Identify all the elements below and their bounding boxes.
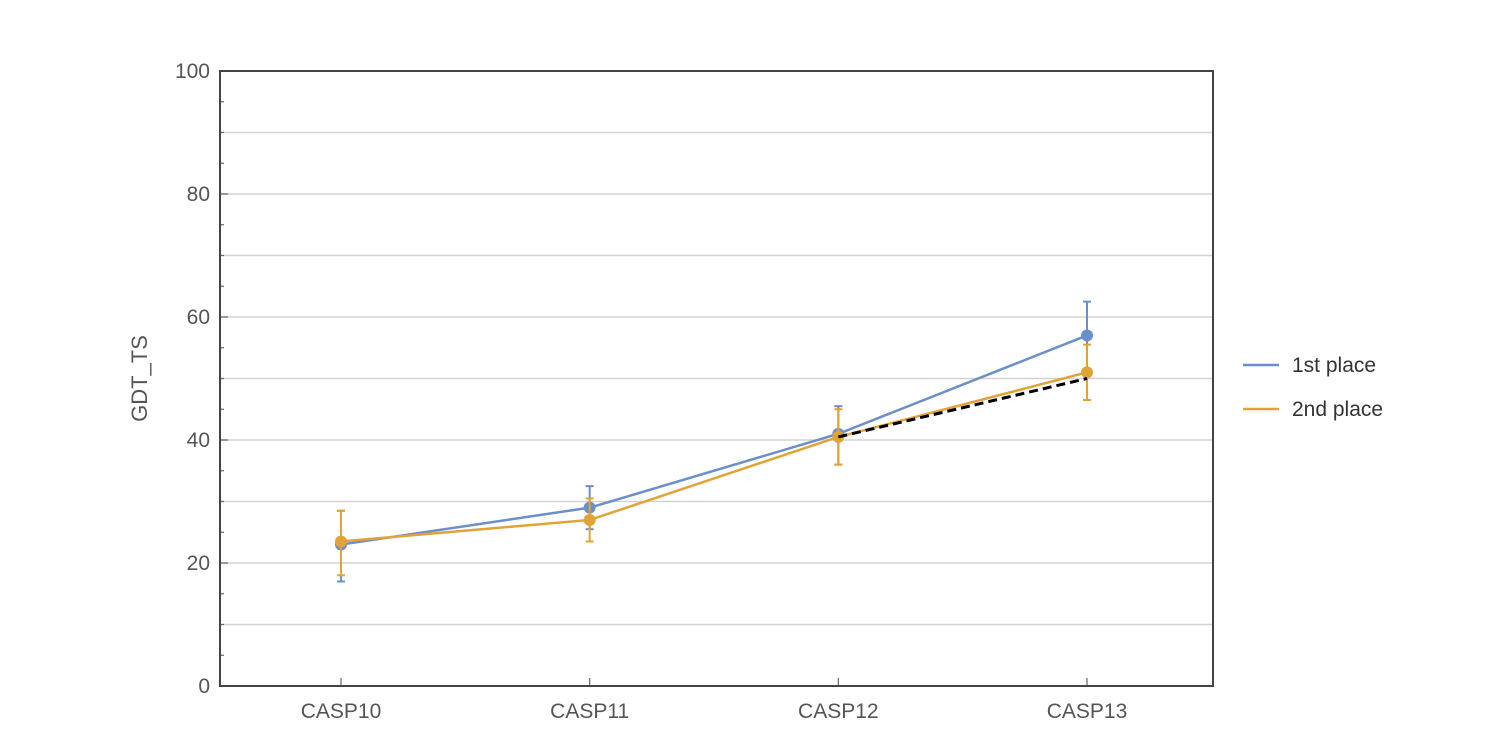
data-point — [1081, 366, 1093, 379]
legend-label: 1st place — [1292, 354, 1376, 377]
x-tick-label: CASP10 — [301, 700, 382, 723]
y-tick-label: 80 — [187, 183, 210, 206]
data-point — [335, 535, 347, 548]
series-line — [340, 371, 1088, 543]
series-1 — [335, 300, 1093, 583]
y-tick-label: 60 — [187, 306, 210, 329]
x-axis-ticks: CASP10 CASP11 CASP12 CASP13 — [301, 678, 1128, 723]
plot-frame — [219, 70, 1214, 687]
x-tick-label: CASP11 — [550, 700, 629, 723]
series-2 — [335, 343, 1093, 577]
y-tick-label: 40 — [187, 429, 210, 452]
y-axis-label: GDT_TS — [127, 335, 152, 422]
y-tick-label: 0 — [198, 675, 210, 698]
y-axis-ticks: 0 20 40 60 80 100 — [175, 60, 228, 698]
series-layer — [335, 300, 1093, 583]
trend-line — [837, 377, 1088, 439]
series-line — [340, 334, 1088, 546]
legend-label: 2nd place — [1292, 398, 1383, 421]
data-point — [1081, 329, 1093, 342]
y-tick-label: 100 — [175, 60, 210, 83]
data-point — [583, 513, 596, 526]
x-tick-label: CASP13 — [1047, 700, 1128, 723]
grid-lines — [220, 131, 1213, 626]
y-tick-label: 20 — [187, 552, 210, 575]
legend: 1st place 2nd place — [1243, 354, 1383, 421]
x-tick-label: CASP12 — [798, 700, 879, 723]
